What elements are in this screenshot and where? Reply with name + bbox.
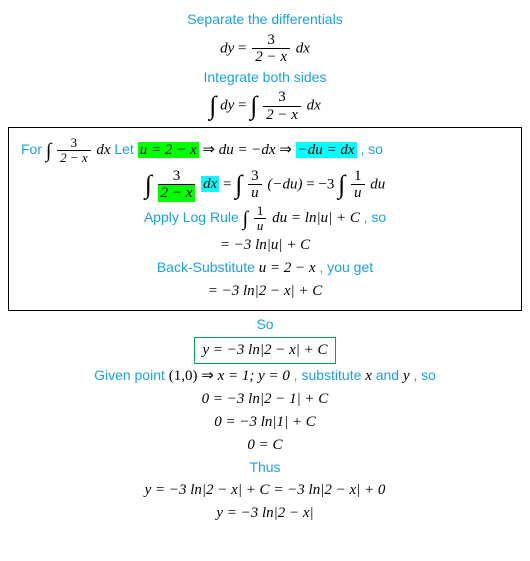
text: For (21, 141, 46, 157)
text: du (370, 176, 385, 192)
integral-icon: ∫ (46, 141, 51, 161)
eq-sub: ∫ 3 2 − x dx = ∫ 3 u (−du) = −3 ∫ 1 u du (13, 168, 517, 202)
text: = (223, 176, 235, 192)
sub-2: 0 = −3 ln|1| + C (8, 412, 522, 433)
u-sub-highlight: u = 2 − x (138, 142, 199, 158)
text: = (238, 40, 250, 56)
caption-so: So (8, 315, 522, 335)
text: dx (96, 142, 110, 158)
fraction: 3 u (248, 168, 262, 202)
text: = (238, 98, 250, 114)
result-2: = −3 ln|2 − x| + C (13, 281, 517, 302)
text: , so (360, 141, 383, 157)
back-sub-line: Back-Substitute u = 2 − x , you get (13, 258, 517, 279)
den: 2 − x (57, 151, 91, 165)
text: x = 1; (218, 368, 259, 384)
integral-icon: ∫ (145, 172, 152, 198)
fraction: 3 2 − x (57, 136, 91, 166)
text: (−du) (267, 176, 302, 192)
given-point-line: Given point (1,0) ⇒ x = 1; y = 0 , subst… (8, 366, 522, 387)
den: 2 − x (252, 49, 290, 66)
arrow: ⇒ (202, 142, 218, 158)
text: = −3 (306, 176, 338, 192)
text: dx (307, 98, 321, 114)
fraction: 3 2 − x (158, 168, 196, 202)
final-1: y = −3 ln|2 − x| + C = −3 ln|2 − x| + 0 (8, 480, 522, 501)
sub-1: 0 = −3 ln|2 − 1| + C (8, 389, 522, 410)
sub-3: 0 = C (8, 435, 522, 456)
num: 3 (57, 136, 91, 151)
text: , so (413, 367, 436, 383)
integral-icon: ∫ (338, 172, 345, 198)
for-line: For ∫ 3 2 − x dx Let u = 2 − x ⇒ du = −d… (13, 136, 517, 166)
text: and (376, 367, 403, 383)
arrow: ⇒ (201, 368, 217, 384)
text: Let (114, 141, 137, 157)
num: 3 (263, 89, 301, 107)
den: u (351, 185, 365, 202)
fraction: 1 u (254, 204, 267, 234)
text: , substitute (294, 367, 366, 383)
text: , so (364, 209, 387, 225)
text: dy (220, 98, 234, 114)
integral-icon: ∫ (243, 209, 248, 229)
num: 3 (252, 32, 290, 50)
arrow: ⇒ (279, 142, 295, 158)
num: 1 (254, 204, 267, 219)
fraction: 1 u (351, 168, 365, 202)
num: 1 (351, 168, 365, 186)
eq-dy: dy = 3 2 − x dx (8, 32, 522, 66)
fraction: 3 2 − x (252, 32, 290, 66)
text: Given point (94, 367, 169, 383)
integral-icon: ∫ (209, 93, 216, 119)
final-2: y = −3 ln|2 − x| (8, 503, 522, 524)
text: dx (296, 40, 310, 56)
text: y (403, 368, 410, 384)
log-rule-line: Apply Log Rule ∫ 1 u du = ln|u| + C , so (13, 204, 517, 234)
text: dx (201, 176, 219, 192)
text: Apply Log Rule (144, 209, 243, 225)
den: u (254, 219, 267, 233)
point: (1,0) (169, 368, 198, 384)
caption-separate: Separate the differentials (8, 10, 522, 30)
integral-icon: ∫ (250, 93, 257, 119)
fraction: 3 2 − x (263, 89, 301, 123)
text: du = −dx (219, 142, 276, 158)
num: 3 (248, 168, 262, 186)
substitution-box: For ∫ 3 2 − x dx Let u = 2 − x ⇒ du = −d… (8, 127, 522, 311)
caption-thus: Thus (8, 458, 522, 478)
integral-icon: ∫ (235, 172, 242, 198)
text: x (365, 368, 372, 384)
boxed-result: y = −3 ln|2 − x| + C (194, 337, 337, 364)
den: u (248, 185, 262, 202)
den: 2 − x (263, 107, 301, 124)
text: u = 2 − x (259, 260, 316, 276)
result-1: = −3 ln|u| + C (13, 235, 517, 256)
du-highlight: −du = dx (296, 142, 357, 158)
text: = ln|u| + C (291, 210, 364, 226)
text: y = 0 (258, 368, 290, 384)
num: 3 (158, 168, 196, 186)
den: 2 − x (158, 185, 196, 202)
text: dy (220, 40, 234, 56)
boxed-result-line: y = −3 ln|2 − x| + C (8, 337, 522, 364)
eq-int-dy: ∫ dy = ∫ 3 2 − x dx (8, 89, 522, 123)
text: , you get (319, 259, 373, 275)
text: Back-Substitute (157, 259, 259, 275)
caption-integrate: Integrate both sides (8, 68, 522, 88)
text: du (272, 210, 287, 226)
